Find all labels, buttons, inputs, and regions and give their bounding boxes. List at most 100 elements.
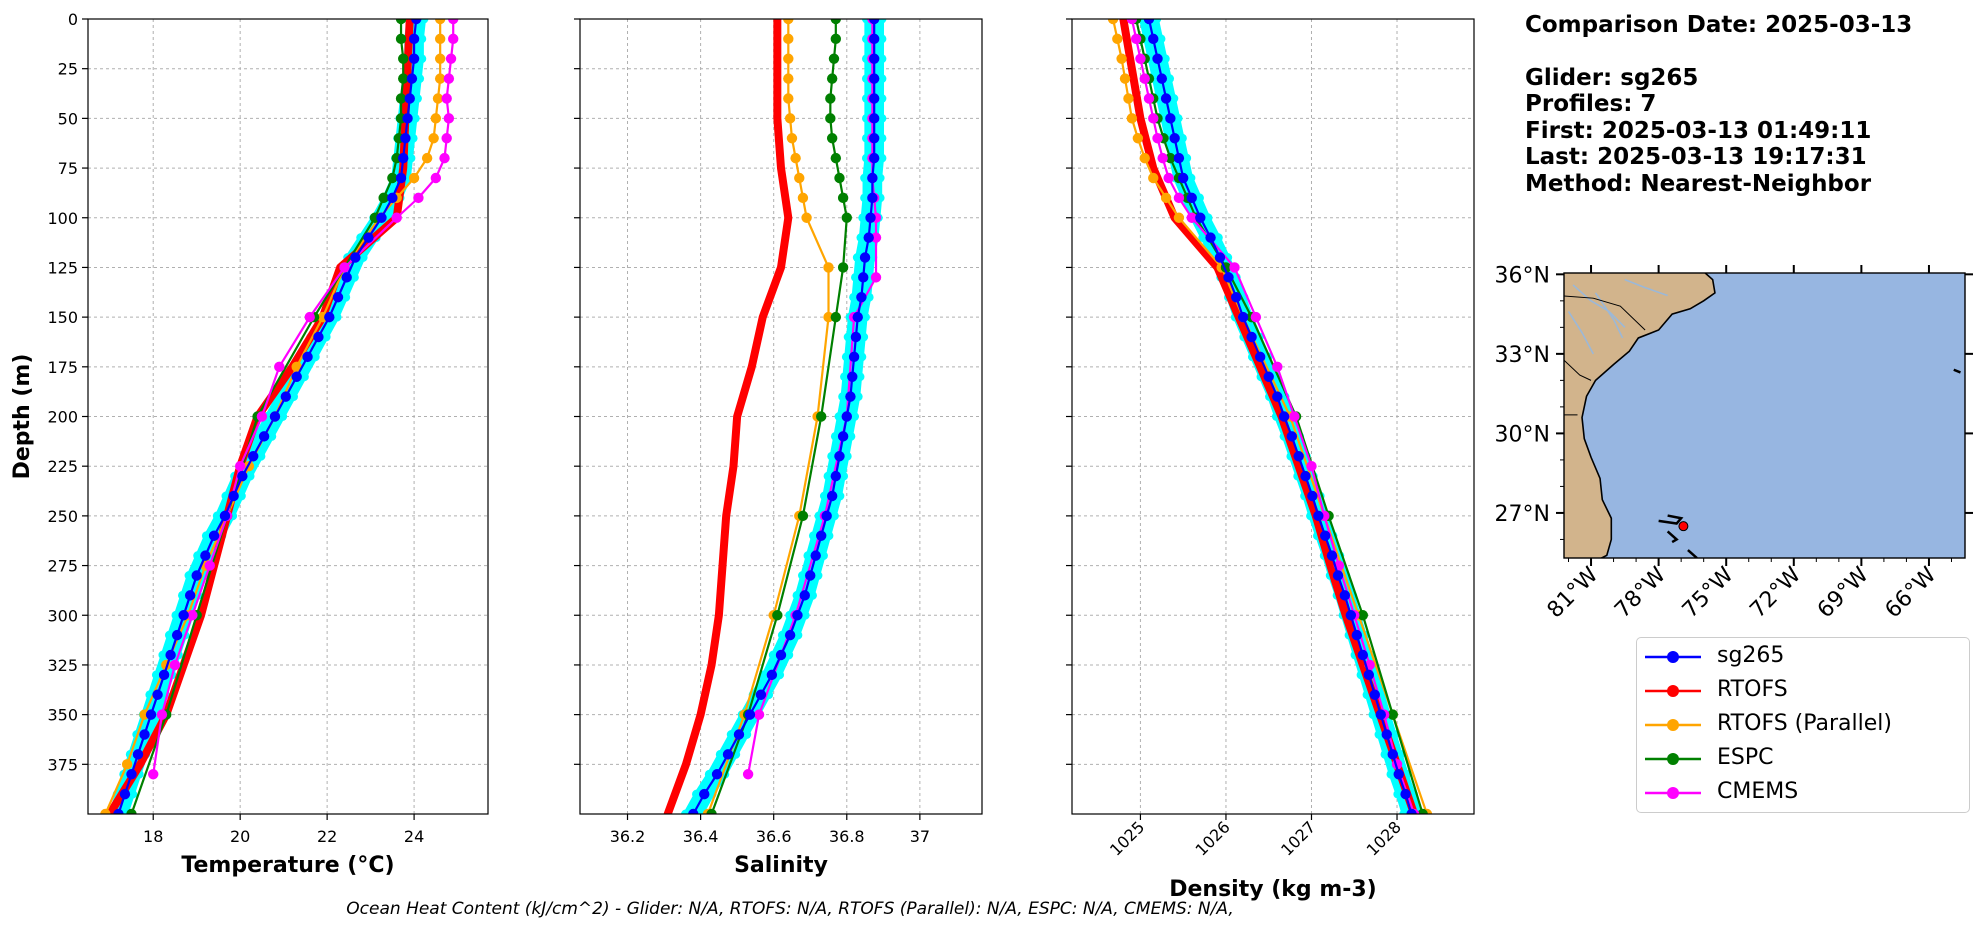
- y-tick-label: 225: [47, 457, 78, 476]
- glider-raw-point: [408, 133, 418, 143]
- profile-count: Profiles: 7: [1525, 91, 1657, 117]
- series-point-sg265: [1186, 192, 1197, 204]
- glider-raw-point: [158, 650, 168, 660]
- series-point-sg265: [387, 192, 398, 204]
- glider-raw-point: [417, 34, 427, 44]
- series-point-sg265: [1278, 411, 1290, 422]
- glider-raw-point: [860, 312, 870, 322]
- series-point-sg265: [1357, 649, 1369, 661]
- series-point-cmems: [448, 33, 459, 45]
- series-point-sg265: [1148, 33, 1159, 45]
- glider-raw-point: [803, 551, 813, 561]
- series-point-sg265: [1143, 19, 1155, 25]
- land-coast: [1564, 273, 1716, 558]
- series-point-cmems: [441, 133, 452, 144]
- series-point-rtofs-parallel-: [783, 33, 794, 45]
- y-axis-label: Depth (m): [10, 354, 35, 480]
- series-point-rtofs-parallel-: [1116, 53, 1127, 64]
- map-lon-label: 72°W: [1745, 562, 1806, 623]
- series-point-rtofs-parallel-: [797, 192, 809, 204]
- y-tick-label: 150: [47, 308, 78, 327]
- glider-raw-point: [1399, 809, 1409, 814]
- glider-raw-point: [1386, 769, 1396, 779]
- legend-item-cmems: CMEMS: [1637, 776, 1967, 810]
- glider-raw-point: [877, 74, 887, 84]
- series-point-sg265: [302, 351, 313, 363]
- series-point-cmems: [391, 212, 402, 223]
- series-point-sg265: [406, 73, 418, 84]
- series-point-cmems: [1130, 33, 1142, 45]
- series-point-rtofs-parallel-: [1148, 172, 1159, 184]
- glider-raw-point: [775, 670, 785, 680]
- y-tick-label: 350: [47, 706, 78, 725]
- glider-raw-point: [1173, 113, 1183, 123]
- series-point-sg265: [867, 172, 878, 184]
- series-point-rtofs-parallel-: [1119, 73, 1131, 84]
- glider-raw-point: [849, 292, 859, 302]
- series-point-cmems: [439, 152, 450, 164]
- state-border: [1564, 359, 1592, 381]
- series-point-sg265: [248, 451, 259, 462]
- series-point-sg265: [845, 391, 856, 402]
- series-point-espc: [126, 808, 137, 814]
- series-point-cmems: [1157, 152, 1168, 164]
- legend-label: sg265: [1717, 643, 1785, 668]
- island: [1666, 530, 1679, 544]
- series-point-cmems: [413, 192, 424, 204]
- series-point-sg265: [834, 451, 845, 462]
- glider-raw-point: [840, 372, 850, 382]
- glider-raw-point: [1160, 54, 1170, 64]
- glider-raw-point: [856, 233, 866, 243]
- glider-raw-point: [415, 74, 425, 84]
- glider-raw-point: [177, 590, 187, 600]
- series-point-sg265: [848, 351, 860, 363]
- x-tick-label: 1028: [1363, 817, 1405, 859]
- river: [1594, 292, 1624, 339]
- series-point-sg265: [868, 73, 880, 84]
- series-point-espc: [1417, 808, 1428, 814]
- glider-raw-point: [406, 153, 416, 163]
- panel-1: 36.2 36.4 36.6 36.8 37 Salinity: [574, 18, 983, 878]
- glider-raw-point: [256, 451, 266, 461]
- series-point-sg265: [1400, 788, 1411, 800]
- glider-raw-point: [1203, 213, 1213, 223]
- glider-raw-point: [852, 253, 862, 262]
- glider-raw-point: [236, 491, 246, 501]
- glider-raw-point: [1213, 233, 1223, 243]
- glider-raw-point: [1186, 173, 1196, 183]
- series-point-sg265: [1231, 292, 1242, 303]
- glider-raw-point: [792, 590, 802, 600]
- series-point-espc: [834, 172, 845, 184]
- series-point-sg265: [1319, 530, 1331, 541]
- glider-raw-point: [267, 431, 277, 441]
- map-lon-label: 78°W: [1610, 562, 1671, 623]
- series-point-sg265: [1393, 769, 1404, 780]
- glider-raw-point: [201, 531, 211, 541]
- glider-raw-point: [768, 650, 778, 660]
- series-point-sg265: [1165, 113, 1176, 124]
- glider-raw-point: [846, 431, 856, 441]
- series-point-sg265: [1369, 689, 1380, 700]
- series-point-cmems: [1126, 19, 1138, 25]
- glider-raw-point: [1393, 789, 1403, 799]
- legend-label: RTOFS (Parallel): [1717, 711, 1892, 736]
- series-point-rtofs-parallel-: [434, 19, 446, 25]
- glider-raw-point: [1182, 153, 1192, 163]
- series-point-sg265: [755, 689, 767, 700]
- glider-raw-point: [851, 272, 861, 282]
- legend-label: ESPC: [1717, 745, 1774, 770]
- series-point-sg265: [1254, 351, 1266, 363]
- series-point-rtofs-parallel-: [1112, 33, 1123, 45]
- series-point-rtofs-parallel-: [100, 808, 111, 814]
- glider-raw-point: [841, 352, 851, 362]
- map-lat-label: 27°N: [1495, 502, 1550, 527]
- plot-area: [1107, 19, 1433, 814]
- series-point-sg265: [1263, 371, 1274, 382]
- series-point-espc: [830, 152, 842, 164]
- series-point-cmems: [339, 262, 350, 273]
- series-point-sg265: [208, 530, 220, 541]
- series-point-sg265: [868, 53, 880, 64]
- series-point-sg265: [805, 570, 816, 581]
- x-axis-label: Density (kg m-3): [1169, 877, 1377, 902]
